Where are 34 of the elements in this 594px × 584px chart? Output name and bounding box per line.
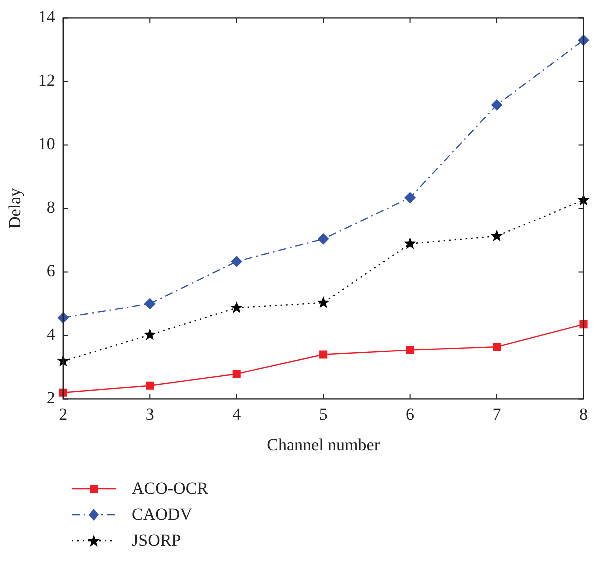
x-tick-label: 4: [232, 404, 242, 424]
legend-label: ACO-OCR: [132, 479, 209, 499]
legend-label: JSORP: [132, 531, 182, 551]
point: [492, 343, 502, 352]
point: [492, 100, 503, 111]
point: [404, 237, 416, 250]
legend-label: CAODV: [132, 505, 192, 525]
x-tick-label: 8: [580, 404, 588, 424]
x-tick-label: 6: [406, 404, 415, 424]
point: [490, 230, 504, 242]
point: [230, 302, 244, 314]
y-axis-title: Delay: [6, 188, 25, 229]
y-tick-label: 10: [38, 134, 56, 154]
x-tick-label: 7: [492, 404, 502, 424]
y-tick-label: 2: [46, 388, 56, 408]
point: [317, 296, 330, 308]
x-tick-label: 5: [319, 404, 328, 424]
y-tick-label: 14: [38, 8, 56, 27]
point: [146, 382, 154, 390]
x-tick-label: 2: [59, 404, 68, 424]
point: [144, 328, 156, 340]
point: [320, 350, 328, 359]
point: [406, 346, 414, 354]
y-tick-label: 8: [46, 198, 56, 218]
y-tick-label: 6: [46, 262, 56, 281]
point: [318, 234, 330, 245]
y-tick-label: 4: [46, 325, 56, 344]
x-tick-label: 3: [146, 404, 154, 424]
point: [231, 256, 242, 268]
point: [404, 192, 416, 204]
y-tick-label: 12: [38, 71, 56, 90]
point: [144, 298, 156, 310]
x-axis-title: Channel number: [267, 435, 380, 454]
point: [232, 370, 241, 378]
